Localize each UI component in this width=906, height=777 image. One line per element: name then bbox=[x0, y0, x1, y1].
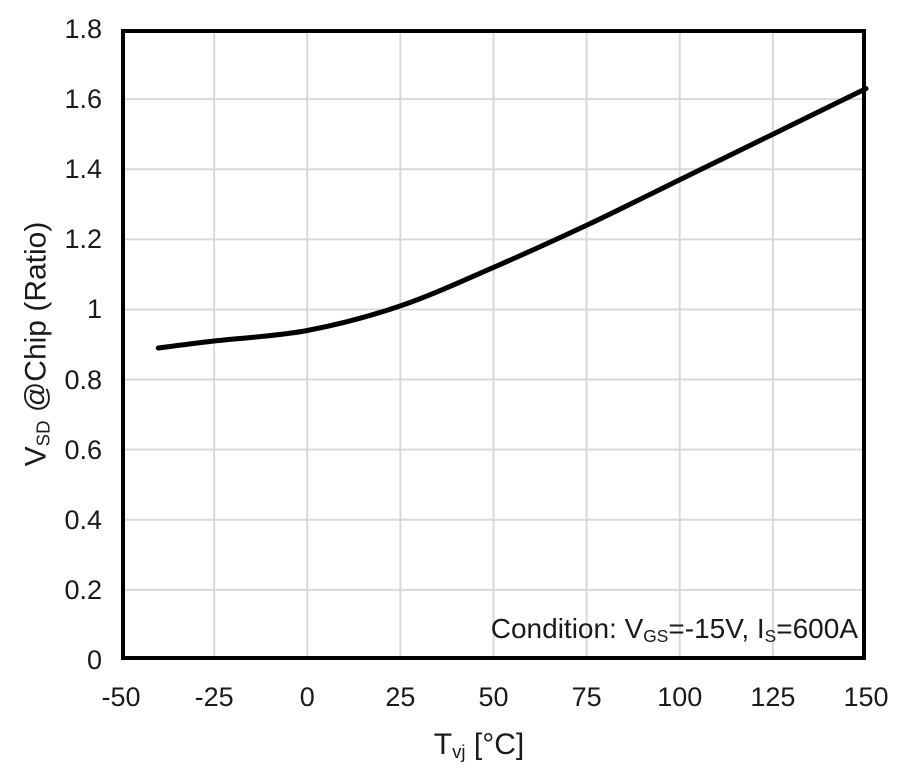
y-tick-label: 0.4 bbox=[64, 504, 102, 535]
x-axis-title-base: T bbox=[433, 728, 453, 761]
y-tick-label: 0 bbox=[86, 645, 102, 675]
x-axis-title: Tvj [°C] bbox=[434, 727, 524, 766]
x-tick-label: 25 bbox=[385, 682, 416, 712]
x-tick-label: 100 bbox=[657, 682, 703, 712]
condition-sub-gs: GS bbox=[643, 625, 669, 646]
condition-prefix: Condition: V bbox=[490, 613, 644, 644]
plot-area bbox=[121, 29, 869, 660]
y-tick-label: 1.6 bbox=[64, 84, 102, 115]
condition-mid: =-15V, I bbox=[668, 613, 765, 644]
condition-sub-s: S bbox=[764, 625, 777, 646]
x-tick-label: -25 bbox=[194, 682, 234, 712]
x-tick-label: -50 bbox=[101, 682, 141, 712]
x-axis-title-unit: [°C] bbox=[465, 728, 525, 761]
x-tick-label: 50 bbox=[478, 682, 509, 712]
x-axis-title-sub: vj bbox=[452, 741, 466, 763]
y-tick-label: 1.2 bbox=[64, 224, 102, 255]
y-axis-title: VSD @Chip (Ratio) bbox=[19, 222, 58, 467]
data-curve bbox=[155, 86, 869, 351]
condition-suffix: =600A bbox=[776, 613, 858, 644]
y-tick-label: 0.2 bbox=[64, 574, 102, 605]
condition-annotation: Condition: VGS=-15V, IS=600A bbox=[491, 611, 858, 650]
y-tick-label: 1 bbox=[86, 294, 102, 325]
y-tick-label: 0.6 bbox=[64, 434, 102, 465]
grid-lines bbox=[121, 29, 866, 660]
y-tick-label: 0.8 bbox=[64, 364, 102, 395]
y-tick-label: 1.4 bbox=[64, 154, 102, 185]
x-tick-label: 75 bbox=[571, 682, 602, 712]
x-tick-label: 125 bbox=[750, 682, 796, 712]
x-tick-label: 150 bbox=[843, 682, 889, 712]
plot-frame bbox=[121, 29, 866, 660]
y-tick-label: 1.8 bbox=[64, 14, 102, 44]
x-tick-label: 0 bbox=[299, 682, 315, 712]
